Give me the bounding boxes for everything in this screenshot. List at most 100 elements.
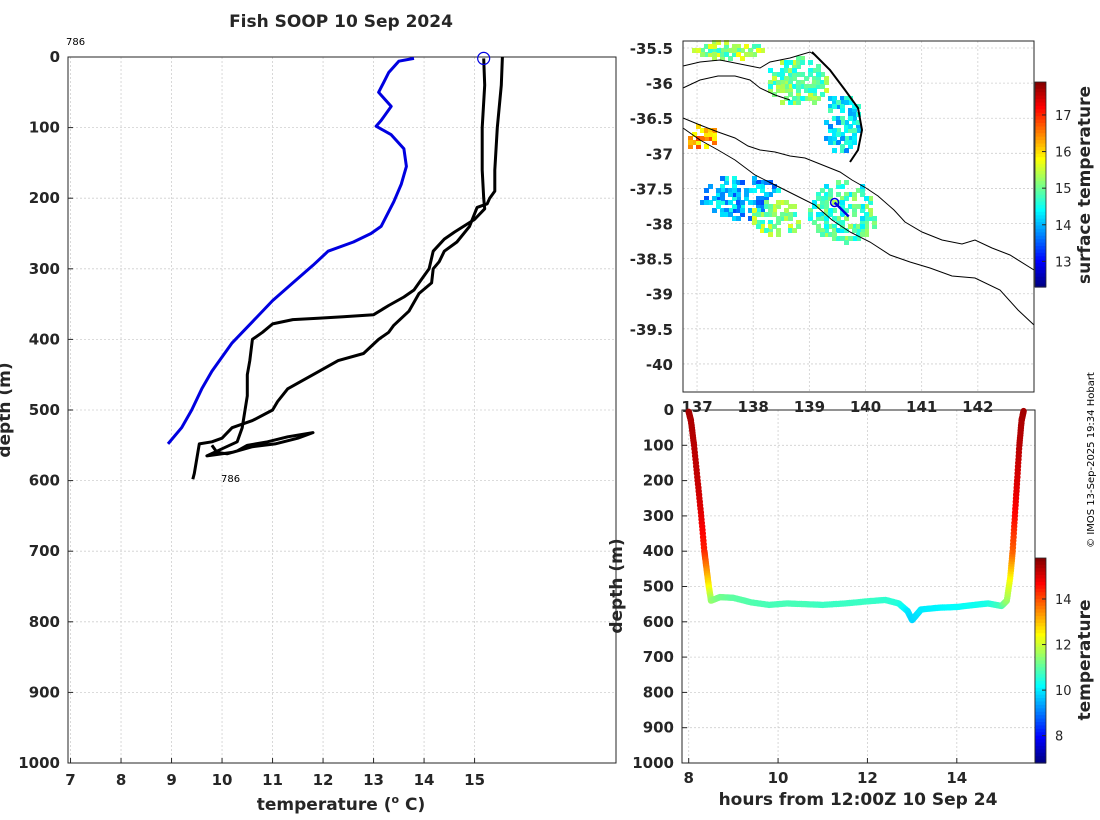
sst-pixel	[836, 184, 841, 189]
temperature-colorbar-swatch	[1035, 653, 1046, 658]
sst-pixel	[832, 116, 837, 121]
temperature-colorbar-swatch	[1035, 609, 1046, 614]
sst-pixel	[808, 208, 813, 213]
sst-pixel	[736, 188, 741, 193]
sst-colorbar-swatch	[1035, 187, 1046, 192]
sst-colorbar-swatch	[1035, 167, 1046, 172]
sst-pixel	[732, 204, 737, 209]
sst-pixel	[832, 136, 837, 141]
profile-y-tick-label: 900	[29, 683, 60, 701]
sst-pixel	[760, 188, 765, 193]
map-x-tick-label: 138	[738, 398, 769, 416]
temperature-colorbar-swatch	[1035, 756, 1046, 761]
sst-colorbar-swatch	[1035, 88, 1046, 93]
sst-pixel	[776, 80, 781, 85]
temperature-colorbar-swatch	[1035, 759, 1046, 764]
sst-pixel	[820, 212, 825, 217]
section-y-ticks: 0 100 200 300 400 500 600 700 800 900 1000	[632, 401, 687, 772]
sst-pixel	[780, 68, 785, 73]
sst-pixel	[784, 88, 789, 93]
sst-pixel	[724, 180, 729, 185]
sst-colorbar: 13 14 15 16 17	[1034, 81, 1072, 288]
sst-pixel	[812, 100, 817, 105]
sst-pixel	[712, 44, 717, 49]
sst-pixel	[836, 236, 841, 241]
sst-pixel	[752, 188, 757, 193]
map-y-tick-label: -37.5	[630, 180, 673, 198]
sst-pixel	[788, 204, 793, 209]
sst-pixel	[748, 200, 753, 205]
sst-pixel	[816, 196, 821, 201]
section-y-tick-label: 0	[664, 401, 674, 419]
sst-pixel	[736, 48, 741, 53]
sst-colorbar-swatch	[1035, 184, 1046, 189]
sst-pixel	[756, 184, 761, 189]
sst-pixel	[796, 88, 801, 93]
sst-pixel	[808, 96, 813, 101]
sst-pixel	[728, 200, 733, 205]
profile-x-tick-label: 7	[65, 771, 75, 789]
sst-pixel	[764, 228, 769, 233]
sst-pixel	[852, 196, 857, 201]
sst-pixel	[724, 176, 729, 181]
sst-pixel	[856, 224, 861, 229]
sst-pixel	[864, 216, 869, 221]
sst-colorbar-swatch	[1035, 140, 1046, 145]
sst-pixel	[776, 204, 781, 209]
sst-pixel	[692, 140, 697, 145]
sst-pixel	[748, 216, 753, 221]
sst-pixel	[756, 220, 761, 225]
sst-pixel	[756, 212, 761, 217]
sst-pixel	[824, 120, 829, 125]
section-y-tick-label: 700	[643, 648, 674, 666]
map-y-tick-label: -36	[646, 75, 673, 93]
sst-pixel	[756, 196, 761, 201]
sst-pixel	[724, 208, 729, 213]
sst-pixel	[712, 48, 717, 53]
sst-colorbar-swatch	[1035, 102, 1046, 107]
temperature-colorbar-tick-label: 8	[1055, 730, 1063, 745]
sst-pixel	[808, 68, 813, 73]
xlabel-superscript: o	[392, 793, 400, 806]
sst-pixel	[708, 200, 713, 205]
sst-colorbar-swatch	[1035, 205, 1046, 210]
sst-pixel	[760, 196, 765, 201]
profile-y-tick-label: 200	[29, 189, 60, 207]
sst-pixel	[840, 228, 845, 233]
sst-colorbar-swatch	[1035, 112, 1046, 117]
sst-pixel	[852, 224, 857, 229]
sst-pixel	[868, 196, 873, 201]
temperature-colorbar-swatch	[1035, 742, 1046, 747]
sst-pixel	[788, 72, 793, 77]
sst-pixel	[820, 80, 825, 85]
temperature-colorbar-swatch	[1035, 722, 1046, 727]
sst-pixel	[732, 44, 737, 49]
sst-colorbar-swatch	[1035, 177, 1046, 182]
profile-lines	[166, 56, 504, 480]
sst-pixel	[752, 200, 757, 205]
sst-pixel	[868, 208, 873, 213]
sst-pixel	[768, 232, 773, 237]
sst-pixel	[848, 144, 853, 149]
sst-colorbar-swatch	[1035, 99, 1046, 104]
temperature-colorbar-swatch	[1035, 564, 1046, 569]
sst-pixel	[844, 124, 849, 129]
sst-pixel	[816, 212, 821, 217]
sst-pixel	[828, 140, 833, 145]
profile-panel: 7 8 9 10 11 12 13 14 15 0 100 200 300 400 500 600 700 80…	[0, 37, 617, 815]
map-x-ticks: 137 138 139 140 141 142	[681, 398, 993, 416]
section-y-tick-label: 1000	[632, 754, 674, 772]
sst-pixel	[836, 220, 841, 225]
sst-pixel	[816, 216, 821, 221]
sst-pixel	[764, 204, 769, 209]
sst-pixel	[768, 204, 773, 209]
temperature-colorbar-swatch	[1035, 626, 1046, 631]
section-x-tick-label: 8	[683, 769, 693, 787]
map-y-tick-label: -36.5	[630, 110, 673, 128]
sst-pixel	[772, 184, 777, 189]
sst-colorbar-swatch	[1035, 246, 1046, 251]
sst-pixel	[848, 128, 853, 133]
sst-pixel	[780, 200, 785, 205]
sst-pixel	[820, 200, 825, 205]
temperature-colorbar-swatch	[1035, 619, 1046, 624]
